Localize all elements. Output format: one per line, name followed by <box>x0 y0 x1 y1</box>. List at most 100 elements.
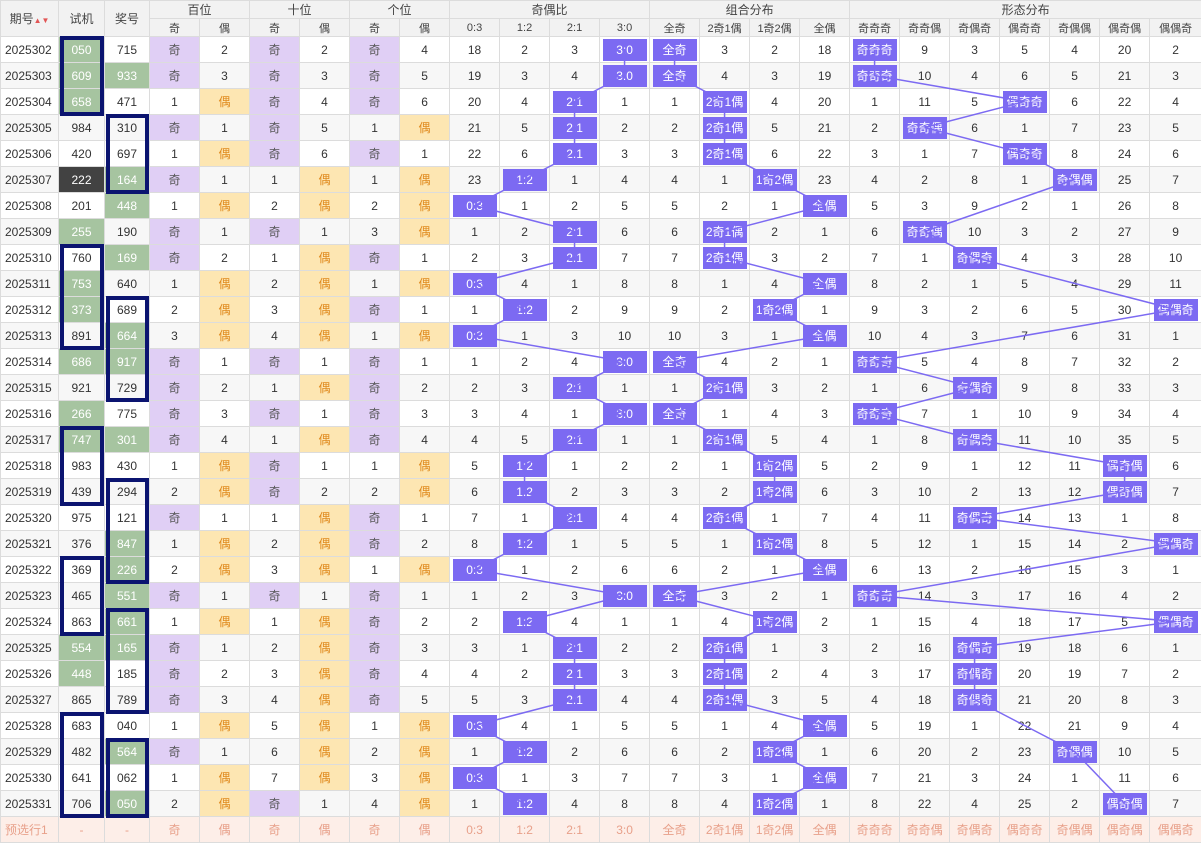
cell-col-7: 1:2 <box>500 817 550 843</box>
cell-col-8: 3 <box>550 323 600 349</box>
cell-col-16: 奇偶奇 <box>950 817 1000 843</box>
cell-col-0: 奇 <box>150 635 200 661</box>
cell-col-13: 全偶 <box>800 323 850 349</box>
cell-col-3: 偶 <box>300 323 350 349</box>
cell-col-8: 2:1 <box>550 219 600 245</box>
cell-col-10: 1 <box>650 375 700 401</box>
jianghao-cell: 062 <box>105 765 150 791</box>
cell-col-13: 22 <box>800 141 850 167</box>
hit-marker: 全奇 <box>653 351 697 373</box>
cell-col-20: 2 <box>1150 583 1201 609</box>
hit-marker: 偶奇偶 <box>1103 455 1147 477</box>
cell-col-8: 1 <box>550 401 600 427</box>
cell-col-5: 偶 <box>400 323 450 349</box>
cell-col-14: 1 <box>850 89 900 115</box>
cell-col-7: 5 <box>500 427 550 453</box>
issue-cell: 2025309 <box>1 219 59 245</box>
cell-col-6: 8 <box>450 531 500 557</box>
cell-col-18: 19 <box>1050 661 1100 687</box>
cell-col-8: 2 <box>550 193 600 219</box>
cell-col-16: 4 <box>950 349 1000 375</box>
cell-col-11: 2奇1偶 <box>700 375 750 401</box>
cell-col-9: 1 <box>600 89 650 115</box>
cell-col-1: 偶 <box>200 193 250 219</box>
cell-col-14: 6 <box>850 219 900 245</box>
cell-col-17: 5 <box>1000 271 1050 297</box>
hit-marker: 1奇2偶 <box>753 533 797 555</box>
cell-col-0: 1 <box>150 713 200 739</box>
cell-col-12: 1奇2偶 <box>750 609 800 635</box>
cell-col-12: 3 <box>750 245 800 271</box>
cell-col-5: 偶 <box>400 167 450 193</box>
cell-col-2: 2 <box>250 271 300 297</box>
cell-col-4: 1 <box>350 271 400 297</box>
cell-col-13: 3 <box>800 635 850 661</box>
subheader-2: 奇 <box>250 19 300 37</box>
cell-col-10: 全奇 <box>650 401 700 427</box>
cell-col-14: 3 <box>850 141 900 167</box>
cell-col-2: 4 <box>250 323 300 349</box>
cell-col-7: 1 <box>500 557 550 583</box>
cell-col-12: 5 <box>750 427 800 453</box>
cell-col-13: 1 <box>800 297 850 323</box>
cell-col-2: 奇 <box>250 791 300 817</box>
cell-col-17: 22 <box>1000 713 1050 739</box>
cell-col-3: 偶 <box>300 661 350 687</box>
cell-col-14: 5 <box>850 531 900 557</box>
hit-marker: 2奇1偶 <box>703 221 747 243</box>
cell-col-9: 7 <box>600 765 650 791</box>
cell-col-18: 4 <box>1050 271 1100 297</box>
cell-col-14: 1 <box>850 375 900 401</box>
jianghao-header: 奖号 <box>105 1 150 37</box>
cell-col-5: 1 <box>400 141 450 167</box>
cell-col-8: 1 <box>550 167 600 193</box>
cell-col-17: 7 <box>1000 323 1050 349</box>
cell-col-14: 2 <box>850 115 900 141</box>
cell-col-10: 全奇 <box>650 37 700 63</box>
cell-col-2: 2 <box>250 635 300 661</box>
cell-col-4: 奇 <box>350 37 400 63</box>
cell-col-4: 奇 <box>350 63 400 89</box>
cell-col-15: 11 <box>900 505 950 531</box>
cell-col-5: 偶 <box>400 739 450 765</box>
sort-arrows-icon[interactable]: ▲▼ <box>34 16 50 25</box>
cell-col-9: 4 <box>600 167 650 193</box>
cell-col-14: 10 <box>850 323 900 349</box>
cell-col-8: 2 <box>550 297 600 323</box>
hit-marker: 奇偶奇 <box>953 429 997 451</box>
cell-col-17: 13 <box>1000 479 1050 505</box>
cell-col-11: 1 <box>700 713 750 739</box>
cell-col-4: 1 <box>350 453 400 479</box>
cell-col-16: 1 <box>950 401 1000 427</box>
cell-col-19: 3 <box>1100 557 1150 583</box>
cell-col-4: 奇 <box>350 505 400 531</box>
issue-cell: 2025303 <box>1 63 59 89</box>
cell-col-2: 奇 <box>250 115 300 141</box>
shiji-cell: 448 <box>59 661 105 687</box>
issue-cell: 2025328 <box>1 713 59 739</box>
cell-col-15: 10 <box>900 479 950 505</box>
cell-col-20: 5 <box>1150 427 1201 453</box>
cell-col-19: 34 <box>1100 401 1150 427</box>
hit-marker: 偶奇奇 <box>1003 91 1047 113</box>
cell-col-11: 2奇1偶 <box>700 141 750 167</box>
cell-col-2: 奇 <box>250 583 300 609</box>
cell-col-4: 2 <box>350 193 400 219</box>
cell-col-3: 1 <box>300 219 350 245</box>
hit-marker: 1奇2偶 <box>753 455 797 477</box>
cell-col-0: 奇 <box>150 401 200 427</box>
cell-col-8: 2:1 <box>550 687 600 713</box>
issue-header[interactable]: 期号▲▼ <box>1 1 59 37</box>
cell-col-11: 2奇1偶 <box>700 817 750 843</box>
cell-col-11: 3 <box>700 37 750 63</box>
hit-marker: 3:0 <box>603 39 647 61</box>
hit-marker: 2奇1偶 <box>703 91 747 113</box>
cell-col-15: 13 <box>900 557 950 583</box>
cell-col-12: 1 <box>750 635 800 661</box>
cell-col-7: 1:2 <box>500 297 550 323</box>
jianghao-cell: 789 <box>105 687 150 713</box>
cell-col-2: 1 <box>250 427 300 453</box>
shiji-cell: - <box>59 817 105 843</box>
